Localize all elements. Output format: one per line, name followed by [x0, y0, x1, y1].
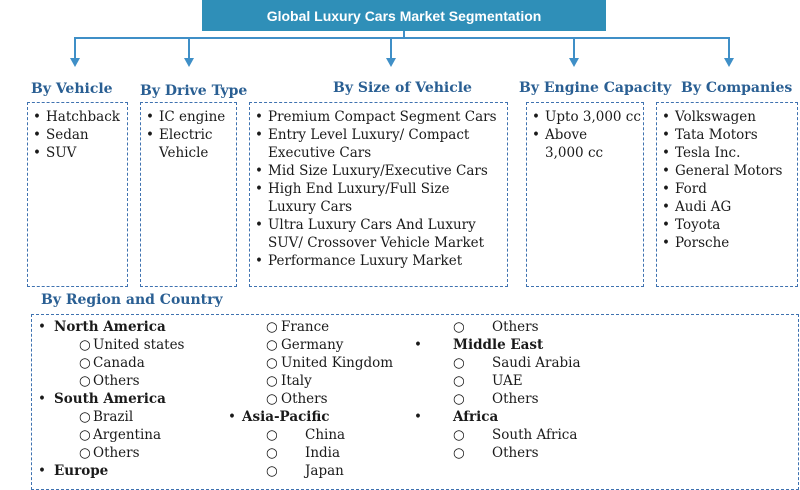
- arrow-size: [386, 58, 396, 67]
- arrow-companies: [724, 58, 734, 67]
- country-item: Saudi Arabia: [492, 355, 581, 371]
- country-item: United Kingdom: [281, 355, 394, 371]
- list-item: Ultra Luxury Cars And Luxury SUV/ Crosso…: [250, 216, 500, 252]
- list-item: Ford: [657, 180, 797, 198]
- country-item: France: [281, 319, 330, 335]
- country-item: Others: [281, 391, 328, 407]
- connector-drop-engine: [573, 37, 575, 59]
- region-middle-east: Middle East: [453, 337, 544, 353]
- list-item: SUV: [28, 144, 127, 162]
- country-item: Others: [492, 391, 539, 407]
- connector-drop-drive-type: [188, 37, 190, 59]
- list-item: Above 3,000 cc: [527, 126, 630, 162]
- list-item: Tesla Inc.: [657, 144, 797, 162]
- list-item: Electric Vehicle: [141, 126, 221, 162]
- region-africa: Africa: [453, 409, 499, 425]
- list-item: Tata Motors: [657, 126, 797, 144]
- heading-by-companies: By Companies: [681, 80, 793, 96]
- list-item: High End Luxury/Full Size Luxury Cars: [250, 180, 493, 216]
- country-item: Japan: [305, 463, 344, 479]
- country-item: Italy: [281, 373, 312, 389]
- country-item: South Africa: [492, 427, 578, 443]
- list-item: Upto 3,000 cc: [527, 108, 643, 126]
- box-by-vehicle: Hatchback Sedan SUV: [27, 102, 128, 287]
- arrow-engine: [569, 58, 579, 67]
- box-by-companies: Volkswagen Tata Motors Tesla Inc. Genera…: [656, 102, 798, 287]
- connector-horizontal: [74, 37, 729, 39]
- diagram-title: Global Luxury Cars Market Segmentation: [202, 0, 606, 31]
- country-item: United states: [93, 337, 185, 353]
- connector-drop-size: [390, 37, 392, 59]
- country-item: UAE: [492, 373, 523, 389]
- box-by-size-of-vehicle: Premium Compact Segment Cars Entry Level…: [249, 102, 508, 287]
- box-by-engine-capacity: Upto 3,000 cc Above 3,000 cc: [526, 102, 644, 287]
- list-item: Premium Compact Segment Cars: [250, 108, 507, 126]
- country-item: Others: [93, 445, 140, 461]
- arrow-drive-type: [184, 58, 194, 67]
- list-item: Performance Luxury Market: [250, 252, 507, 270]
- country-item: Others: [492, 445, 539, 461]
- country-item: Canada: [93, 355, 145, 371]
- heading-by-size-of-vehicle: By Size of Vehicle: [333, 80, 472, 96]
- list-item: Porsche: [657, 234, 797, 252]
- country-item: Argentina: [93, 427, 162, 443]
- connector-drop-companies: [728, 37, 730, 59]
- list-item: General Motors: [657, 162, 797, 180]
- list-item: Audi AG: [657, 198, 797, 216]
- country-item: China: [305, 427, 346, 443]
- region-north-america: North America: [54, 319, 166, 335]
- list-item: Entry Level Luxury/ Compact Executive Ca…: [250, 126, 478, 162]
- country-item: India: [305, 445, 341, 461]
- country-item: Others: [93, 373, 140, 389]
- connector-drop-vehicle: [74, 37, 76, 59]
- country-item: Others: [492, 319, 539, 335]
- country-item: Germany: [281, 337, 344, 353]
- list-item: Sedan: [28, 126, 127, 144]
- list-item: Hatchback: [28, 108, 127, 126]
- heading-by-engine-capacity: By Engine Capacity: [519, 80, 672, 96]
- arrow-vehicle: [70, 58, 80, 67]
- list-item: Volkswagen: [657, 108, 797, 126]
- region-south-america: South America: [54, 391, 166, 407]
- list-item: IC engine: [141, 108, 236, 126]
- country-item: Brazil: [93, 409, 134, 425]
- list-item: Toyota: [657, 216, 797, 234]
- connector-stem: [403, 31, 405, 38]
- region-europe: Europe: [54, 463, 109, 479]
- heading-by-region-and-country: By Region and Country: [41, 292, 223, 308]
- heading-by-vehicle: By Vehicle: [31, 81, 113, 97]
- heading-by-drive-type: By Drive Type: [140, 83, 248, 99]
- box-by-drive-type: IC engine Electric Vehicle: [140, 102, 237, 287]
- region-asia-pacific: Asia-Pacific: [242, 409, 330, 425]
- list-item: Mid Size Luxury/Executive Cars: [250, 162, 507, 180]
